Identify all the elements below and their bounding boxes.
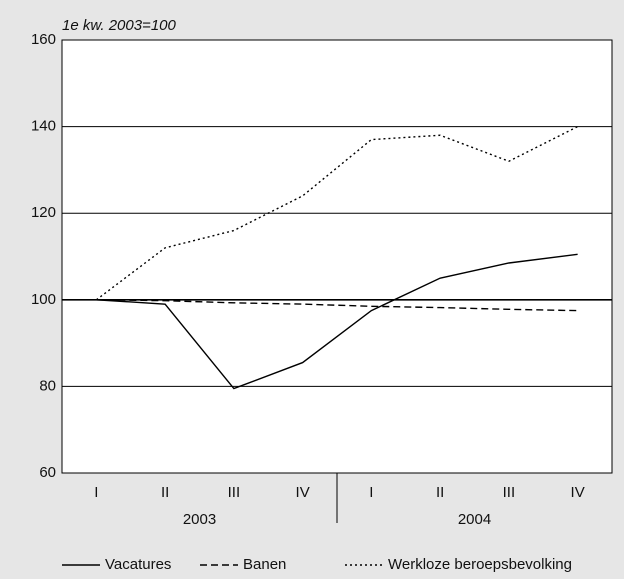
legend-label: Banen xyxy=(243,556,286,573)
series-line xyxy=(96,299,578,312)
y-axis-label: 1e kw. 2003=100 xyxy=(62,17,177,34)
legend-label: Werkloze beroepsbevolking xyxy=(388,556,572,573)
series-line xyxy=(96,253,578,390)
x-tick-label: III xyxy=(228,484,241,501)
y-tick-label: 100 xyxy=(31,291,56,308)
legend-label: Vacatures xyxy=(105,556,171,573)
group-label: 2004 xyxy=(458,511,491,528)
x-tick-label: IV xyxy=(296,484,310,501)
y-tick-label: 120 xyxy=(31,204,56,221)
y-tick-label: 160 xyxy=(31,31,56,48)
x-tick-label: I xyxy=(94,484,98,501)
y-tick-label: 60 xyxy=(39,464,56,481)
x-tick-label: II xyxy=(161,484,169,501)
y-tick-label: 140 xyxy=(31,118,56,135)
x-tick-label: III xyxy=(503,484,516,501)
x-tick-label: I xyxy=(369,484,373,501)
group-label: 2003 xyxy=(183,511,216,528)
x-tick-label: II xyxy=(436,484,444,501)
plot-area xyxy=(61,39,613,474)
x-tick-label: IV xyxy=(571,484,585,501)
y-tick-label: 80 xyxy=(39,377,56,394)
